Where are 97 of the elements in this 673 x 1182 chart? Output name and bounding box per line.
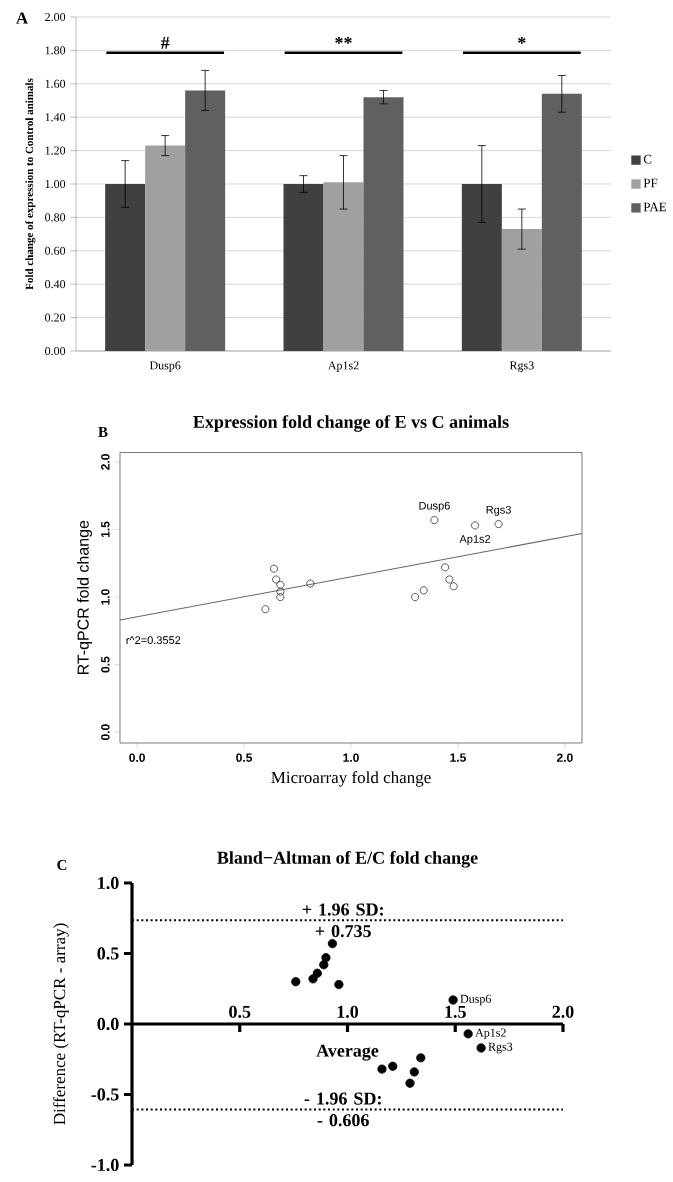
x-tick-label: 2.0 (556, 753, 573, 762)
y-tick-label: 0.5 (100, 656, 110, 673)
point (419, 586, 428, 595)
bar (541, 93, 582, 351)
x-tick-label: 1.5 (445, 1005, 466, 1018)
y-tick-label: 0.60 (44, 246, 65, 255)
y-tick-label: 0.40 (44, 280, 65, 289)
bar (461, 184, 502, 351)
point (334, 979, 344, 990)
text: B (98, 427, 108, 437)
point (387, 1061, 398, 1071)
point (261, 605, 270, 614)
y-tick-label: 0.00 (44, 346, 65, 356)
chart-title: Expression fold change of E vs C animals (193, 415, 509, 432)
y-tick-label: 0.20 (44, 313, 65, 322)
y-tick-label: 1.5 (101, 521, 110, 538)
y-tick-label: 0.80 (44, 213, 65, 222)
y-axis-title: RT-qPCR fold change (76, 520, 92, 675)
bar (185, 90, 226, 351)
point (308, 974, 318, 984)
annotation: Dusp6 (419, 501, 450, 512)
point (448, 995, 458, 1005)
y-tick-label: -0.5 (91, 1088, 119, 1101)
point (291, 977, 301, 987)
point (445, 575, 454, 584)
point (319, 960, 329, 970)
annotation: Ap1s2 (459, 535, 490, 546)
bar (283, 184, 324, 351)
y-tick-label: 1.00 (45, 179, 65, 189)
x-tick-label: 2.0 (552, 1005, 574, 1018)
legend-label: C (643, 154, 652, 164)
y-tick-label: 0.5 (97, 947, 119, 960)
y-tick-label: 1.20 (45, 146, 65, 155)
x-tick-label: 1.5 (450, 753, 466, 762)
point (405, 1078, 415, 1088)
point (440, 563, 449, 572)
bar (501, 229, 542, 351)
x-tick-label: 0.5 (236, 753, 252, 762)
annotation: ** (335, 36, 352, 44)
point (430, 516, 439, 525)
y-tick-label: 1.0 (98, 876, 119, 890)
point (470, 521, 479, 530)
legend-label: PAE (643, 202, 666, 212)
x-tick-label: 1.0 (343, 753, 359, 762)
y-tick-label: 1.80 (45, 46, 65, 55)
point (409, 1067, 419, 1077)
y-axis-title: Difference (RT-qPCR - array) (52, 923, 69, 1125)
annotation: * (517, 36, 526, 44)
x-tick-label: 0.5 (229, 1005, 251, 1018)
annotation: Dusp6 (460, 994, 491, 1006)
y-tick-label: 0.0 (100, 724, 110, 741)
point (312, 968, 322, 978)
point (276, 593, 285, 602)
point (377, 1064, 387, 1074)
text: A (15, 12, 28, 24)
annotation: Rgs3 (488, 1042, 513, 1054)
ref-line-label: - 1.96 SD: - 0.606 (304, 1092, 381, 1127)
annotation: Ap1s2 (475, 1028, 506, 1040)
text: C (57, 859, 67, 871)
bar (145, 145, 186, 351)
point (416, 1053, 426, 1063)
y-tick-label: 1.60 (45, 79, 65, 88)
point (276, 587, 285, 596)
point (411, 593, 419, 602)
y-axis-title: Fold change of expression to Control animals (25, 78, 36, 290)
ref-line-label: + 1.96 SD: + 0.735 (302, 903, 383, 938)
x-tick-label: Rgs3 (509, 361, 534, 372)
y-tick-label: 1.0 (100, 589, 110, 605)
x-tick-label: Ap1s2 (327, 361, 359, 372)
x-tick-label: 0.0 (129, 753, 145, 762)
annotation: r^2=0.3552 (126, 636, 181, 645)
point (494, 520, 503, 529)
x-axis-title: Average (316, 1044, 379, 1061)
point (463, 1029, 473, 1039)
y-tick-label: 2.0 (100, 454, 110, 470)
x-axis-title: Microarray fold change (271, 771, 431, 787)
bar (323, 182, 364, 351)
point (449, 582, 458, 591)
point (306, 579, 315, 588)
bar (105, 184, 146, 351)
point (271, 575, 280, 584)
y-tick-label: 1.40 (45, 113, 65, 122)
y-tick-label: 2.00 (44, 12, 65, 22)
x-tick-label: 1.0 (337, 1005, 358, 1018)
y-tick-label: -1.0 (91, 1158, 119, 1172)
y-tick-label: 0.0 (97, 1017, 119, 1031)
legend-label: PF (643, 178, 658, 188)
annotation: Rgs3 (486, 505, 511, 516)
x-tick-label: Dusp6 (149, 361, 181, 372)
point (321, 953, 331, 963)
annotation: # (160, 37, 170, 49)
point (276, 580, 285, 589)
chart-title: Bland−Altman of E/C fold change (216, 850, 478, 868)
point (269, 564, 278, 573)
point (327, 939, 337, 949)
bar (363, 97, 404, 351)
point (476, 1043, 486, 1053)
